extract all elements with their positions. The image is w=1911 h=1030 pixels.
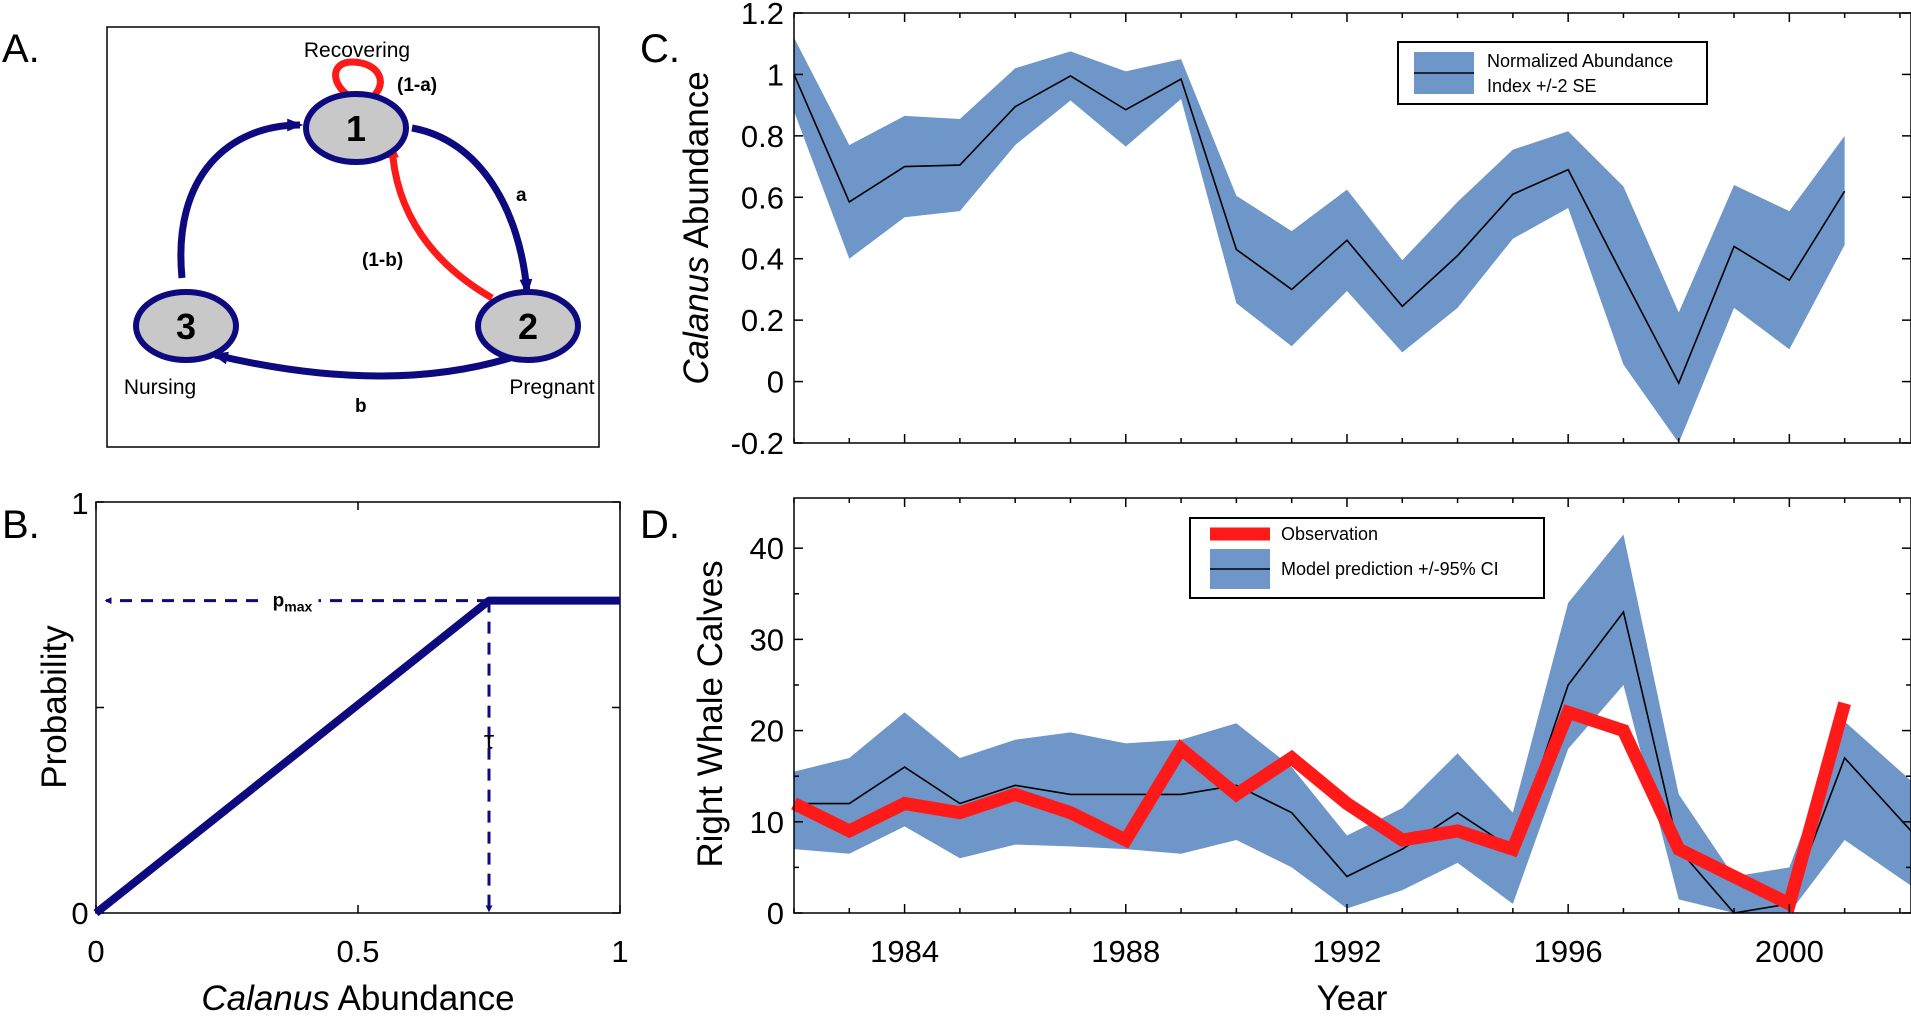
node-1 (303, 91, 409, 165)
chart-c-ytick-7: 1.2 (741, 0, 784, 31)
chart-c-mean-line (793, 74, 1846, 386)
pmax-label-bg (266, 588, 319, 613)
chart-d-frame (793, 497, 1911, 914)
transition-label-b: b (355, 396, 367, 417)
panel-label-b: B. (2, 503, 40, 547)
arrow-1-to-2 (411, 124, 533, 296)
transition-label-self: (1-a) (397, 75, 437, 96)
state-diagram: 1 2 3 Recovering Pregnant Nursing (1-a) … (106, 26, 600, 448)
chart-c-ticks (793, 12, 1911, 444)
chart-d-xtick-3: 1996 (1534, 934, 1603, 969)
chart-d-ytick-labels: 0 10 20 30 40 (750, 531, 784, 931)
chart-c-ylabel-rest: Abundance (677, 71, 716, 256)
chart-b-ytick-1: 1 (71, 486, 88, 521)
chart-c-legend: Normalized Abundance Index +/-2 SE (1397, 41, 1708, 105)
chart-d-xtick-2: 1992 (1312, 934, 1381, 969)
chart-d-xtick-0: 1984 (870, 934, 939, 969)
chart-b-xlabel-italic: Calanus (201, 979, 329, 1018)
diagram-frame (106, 26, 600, 448)
chart-c-legend-line2: Index +/-2 SE (1487, 76, 1597, 96)
chart-d-legend: Observation Model prediction +/-95% CI (1189, 517, 1545, 599)
chart-b-probability-line (93, 596, 620, 917)
chart-c-frame (793, 12, 1911, 444)
chart-d-observation-line (791, 701, 1851, 914)
state-label-recovering: Recovering (304, 39, 410, 62)
chart-c-se-band (794, 37, 1845, 443)
chart-c-ytick-2: 0.2 (741, 303, 784, 338)
chart-b-xtick-2: 1 (611, 934, 628, 969)
chart-d: 0 10 20 30 40 1984 1988 1992 1996 2000 Year Righ… (691, 497, 1911, 1018)
node-2-number: 2 (518, 306, 538, 347)
chart-d-ytick-4: 40 (750, 531, 784, 566)
chart-c-legend-line1: Normalized Abundance (1487, 51, 1673, 71)
panel-label-c: C. (640, 27, 680, 71)
node-2 (475, 289, 581, 363)
chart-b-ytick-0: 0 (71, 896, 88, 931)
chart-d-ticks (793, 498, 1911, 914)
transition-label-a: a (516, 185, 527, 206)
chart-b-xtick-1: 0.5 (336, 934, 379, 969)
chart-c-ytick-0: -0.2 (731, 426, 784, 461)
state-label-nursing: Nursing (124, 376, 196, 399)
node-3 (133, 289, 239, 363)
chart-d-xtick-labels: 1984 1988 1992 1996 2000 (870, 934, 1824, 969)
chart-d-ytick-0: 0 (767, 896, 784, 931)
pmax-main: p (273, 591, 285, 612)
chart-c-ytick-4: 0.6 (741, 180, 784, 215)
arrow-2-to-3 (211, 351, 512, 380)
panel-label-d: D. (640, 503, 680, 547)
node-3-number: 3 (176, 306, 196, 347)
transition-label-1-b: (1-b) (362, 250, 403, 271)
chart-c-ytick-1: 0 (767, 365, 784, 400)
chart-d-xtick-4: 2000 (1755, 934, 1824, 969)
chart-d-ylabel: Right Whale Calves (691, 560, 730, 867)
chart-c-ylabel-italic: Calanus (677, 256, 716, 384)
chart-c-ytick-labels: -0.2 0 0.2 0.4 0.6 0.8 1 1.2 (731, 0, 784, 461)
chart-c-ytick-6: 1 (767, 57, 784, 92)
chart-b-ylabel: Probability (35, 625, 74, 789)
state-label-pregnant: Pregnant (509, 376, 594, 399)
chart-d-model-line (794, 610, 1911, 914)
chart-b-xlabel-rest: Abundance (330, 979, 515, 1018)
arrow-3-to-1 (177, 118, 304, 279)
chart-d-ytick-1: 10 (750, 805, 784, 840)
chart-c: -0.200.20.40.60.811.2 Calanus Abundance … (677, 0, 1911, 461)
chart-b-xlabel: Calanus Abundance (201, 979, 514, 1018)
chart-b: pmax τ 1 0 0 0.5 1 Calanus Abundance Pro… (35, 486, 629, 1018)
chart-c-ylabel: Calanus Abundance (677, 71, 716, 384)
chart-c-ytick-5: 0.8 (741, 119, 784, 154)
chart-d-legend-model: Model prediction +/-95% CI (1281, 559, 1499, 579)
panel-label-a: A. (2, 27, 40, 71)
pmax-sub: max (284, 599, 312, 615)
chart-d-xtick-1: 1988 (1091, 934, 1160, 969)
chart-d-ytick-2: 20 (750, 714, 784, 749)
chart-d-ytick-3: 30 (750, 622, 784, 657)
chart-c-ytick-3: 0.4 (741, 242, 784, 277)
tau-label: τ (484, 725, 495, 755)
chart-b-xtick-0: 0 (87, 934, 104, 969)
node-1-number: 1 (346, 108, 366, 149)
self-loop-1 (332, 58, 384, 106)
pmax-label: pmax (273, 591, 313, 615)
arrow-2-to-1 (386, 141, 494, 302)
chart-d-xlabel: Year (1317, 979, 1388, 1018)
chart-d-legend-observation: Observation (1281, 524, 1378, 544)
